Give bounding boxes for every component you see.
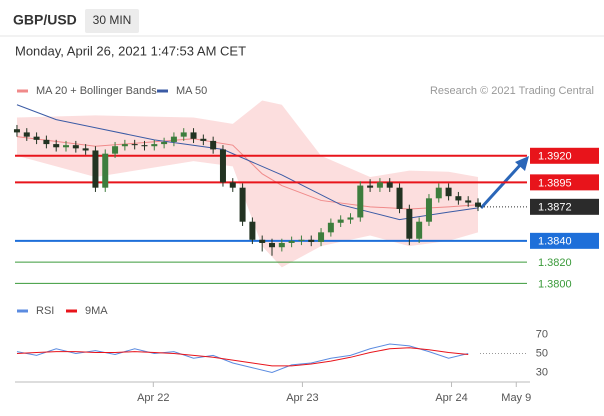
- forecast-arrow: [479, 161, 524, 210]
- candle-body: [475, 202, 482, 207]
- candle-body: [259, 239, 266, 243]
- candle-body: [151, 144, 158, 147]
- candle-body: [278, 242, 285, 248]
- x-tick-label: Apr 22: [137, 392, 169, 404]
- timestamp: Monday, April 26, 2021 1:47:53 AM CET: [15, 43, 246, 58]
- candle-body: [425, 198, 432, 222]
- candle-body: [210, 140, 217, 150]
- candle-body: [141, 145, 148, 147]
- candle-body: [219, 149, 226, 183]
- forecast-arrowhead: [515, 156, 529, 171]
- candle-body: [112, 146, 119, 154]
- price-level-label: 1.3920: [538, 151, 572, 163]
- candle-body: [327, 222, 334, 233]
- candle-body: [249, 221, 256, 240]
- rsi-line: [16, 343, 469, 374]
- bollinger-band: [16, 100, 479, 268]
- timeframe-badge: [85, 9, 139, 33]
- candle-body: [43, 139, 50, 145]
- price-level-box: [530, 147, 599, 164]
- ma-line: [16, 104, 479, 221]
- price-level-label: 1.3820: [538, 257, 572, 269]
- price-level-label: 1.3895: [538, 177, 572, 189]
- price-level-label: 1.3872: [538, 202, 572, 214]
- candle-body: [92, 150, 99, 188]
- candle-body: [200, 138, 207, 141]
- y-tick-label: 50: [536, 347, 548, 359]
- legend-label: 9MA: [85, 305, 108, 317]
- candle-body: [170, 136, 177, 142]
- y-tick-label: 30: [536, 366, 548, 378]
- candle-body: [386, 182, 393, 188]
- candle-body: [376, 182, 383, 188]
- candle-body: [357, 185, 364, 218]
- candle-body: [161, 141, 168, 145]
- candle-body: [367, 185, 374, 188]
- candle-body: [406, 208, 413, 239]
- candle-body: [63, 145, 70, 148]
- candle-body: [337, 219, 344, 223]
- candle-body: [72, 145, 79, 149]
- candle-body: [131, 144, 138, 146]
- candle-body: [308, 239, 315, 242]
- candle-body: [82, 148, 89, 151]
- candle-body: [33, 136, 40, 140]
- price-level-box: [530, 174, 599, 191]
- candle-body: [435, 187, 442, 199]
- candle-body: [465, 200, 472, 203]
- candle-body: [455, 196, 462, 201]
- candle-body: [23, 132, 30, 137]
- price-level-label: 1.3800: [538, 278, 572, 290]
- candle-body: [239, 187, 246, 222]
- timeframe: 30 MIN: [93, 13, 132, 27]
- price-level-label: 1.3840: [538, 236, 572, 248]
- legend-label: RSI: [36, 305, 54, 317]
- price-level-box: [530, 198, 599, 215]
- rsi-line: [16, 347, 469, 367]
- candle-body: [416, 221, 423, 239]
- y-tick-label: 70: [536, 328, 548, 340]
- candle-body: [347, 217, 354, 220]
- candle-body: [102, 153, 109, 188]
- candle-body: [121, 144, 128, 147]
- symbol: GBP/USD: [13, 12, 77, 28]
- x-tick-label: Apr 24: [435, 392, 467, 404]
- candle-body: [229, 182, 236, 188]
- candle-body: [190, 132, 197, 139]
- candle-body: [298, 239, 305, 241]
- candle-body: [269, 242, 276, 248]
- candle-body: [288, 240, 295, 243]
- candle-body: [13, 129, 20, 133]
- ma-line: [16, 136, 479, 210]
- candle-body: [318, 232, 325, 242]
- x-tick-label: Apr 23: [286, 392, 318, 404]
- credit: Research © 2021 Trading Central: [430, 85, 594, 97]
- candle-body: [53, 144, 60, 148]
- x-tick-label: May 9: [501, 392, 531, 404]
- legend-label: MA 20 + Bollinger Bands: [36, 85, 157, 97]
- candle-body: [445, 187, 452, 197]
- candle-body: [396, 187, 403, 209]
- candle-body: [180, 132, 187, 137]
- legend-label: MA 50: [176, 85, 207, 97]
- price-level-box: [530, 232, 599, 249]
